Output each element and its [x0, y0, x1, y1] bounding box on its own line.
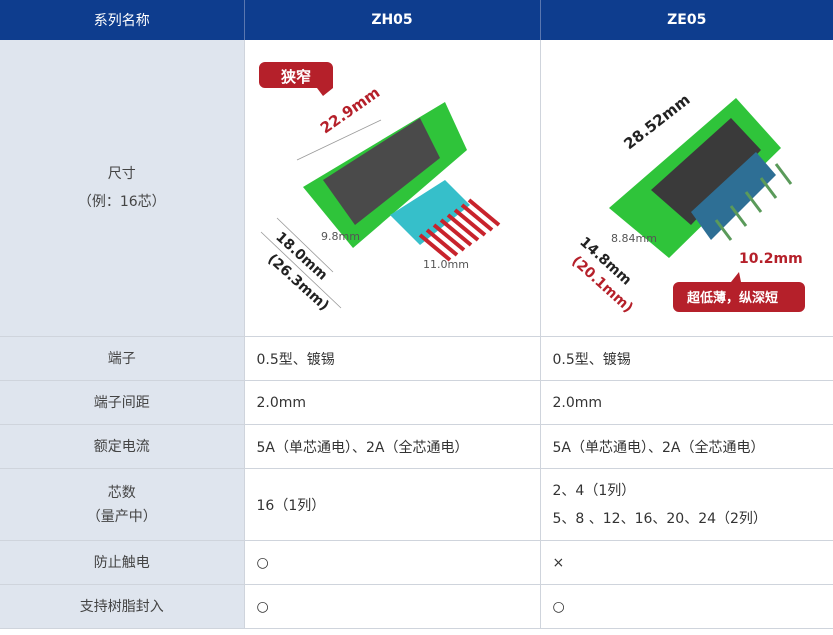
- table-row: 端子间距 2.0mm 2.0mm: [0, 380, 833, 425]
- zh05-height-pin: 11.0mm: [423, 258, 469, 271]
- pins-label: 芯数 （量产中）: [0, 468, 245, 541]
- ze05-value: 5A（单芯通电）、2A（全芯通电）: [540, 424, 833, 469]
- ze05-height-total: 10.2mm: [739, 251, 803, 267]
- ze05-value: ○: [540, 584, 833, 629]
- zh05-value: ○: [244, 584, 541, 629]
- row-label: 额定电流: [0, 424, 245, 469]
- size-label: 尺寸 （例：16芯）: [0, 40, 245, 337]
- zh05-value: 2.0mm: [244, 380, 541, 425]
- table-row: 端子 0.5型、镀锡 0.5型、镀锡: [0, 336, 833, 381]
- ze05-connector-drawing: [608, 98, 792, 258]
- header-ze05: ZE05: [540, 0, 833, 40]
- header-series-name: 系列名称: [0, 0, 245, 40]
- ze05-value: 0.5型、镀锡: [540, 336, 833, 381]
- ze05-height-body: 8.84mm: [611, 232, 657, 245]
- zh05-connector-drawing: [260, 102, 500, 309]
- size-label-text: 尺寸: [107, 166, 136, 182]
- ze05-image: 28.52mm 14.8mm (20.1mm) 8.84mm 10.2mm 超低…: [540, 40, 833, 337]
- table-row: 额定电流 5A（单芯通电）、2A（全芯通电） 5A（单芯通电）、2A（全芯通电）: [0, 424, 833, 469]
- ze05-pins-line1: 2、4（1列）: [552, 482, 636, 499]
- size-row: 尺寸 （例：16芯） 狭窄 22.9mm 18.0mm (26.3mm) 9.8…: [0, 40, 833, 337]
- row-label: 端子间距: [0, 380, 245, 425]
- row-label: 支持树脂封入: [0, 584, 245, 629]
- pins-sublabel: （量产中）: [86, 508, 157, 525]
- ze05-callout: 超低薄，纵深短: [687, 290, 778, 306]
- pins-row: 芯数 （量产中） 16（1列） 2、4（1列） 5、8 、12、16、20、24…: [0, 468, 833, 541]
- zh05-value: 16（1列）: [244, 468, 541, 541]
- zh05-value: 0.5型、镀锡: [244, 336, 541, 381]
- row-label: 端子: [0, 336, 245, 381]
- row-label: 防止触电: [0, 540, 245, 585]
- zh05-value: 5A（单芯通电）、2A（全芯通电）: [244, 424, 541, 469]
- ze05-pins-line2: 5、8 、12、16、20、24（2列）: [552, 510, 767, 527]
- header-row: 系列名称 ZH05 ZE05: [0, 0, 833, 40]
- zh05-image: 狭窄 22.9mm 18.0mm (26.3mm) 9.8mm 11.0mm: [244, 40, 541, 337]
- ze05-width: 28.52mm: [620, 91, 693, 154]
- size-sublabel: （例：16芯）: [77, 194, 166, 210]
- ze05-callout-bubble: [672, 272, 805, 312]
- ze05-value: 2.0mm: [540, 380, 833, 425]
- zh05-callout-bubble: [258, 62, 333, 96]
- zh05-value: ○: [244, 540, 541, 585]
- pins-label-text: 芯数: [107, 484, 136, 501]
- ze05-value: 2、4（1列） 5、8 、12、16、20、24（2列）: [540, 468, 833, 541]
- header-zh05: ZH05: [244, 0, 541, 40]
- table-row: 支持树脂封入 ○ ○: [0, 584, 833, 629]
- zh05-callout: 狭窄: [280, 68, 311, 86]
- zh05-height-body: 9.8mm: [321, 230, 360, 243]
- table-row: 防止触电 ○ ×: [0, 540, 833, 585]
- ze05-value: ×: [540, 540, 833, 585]
